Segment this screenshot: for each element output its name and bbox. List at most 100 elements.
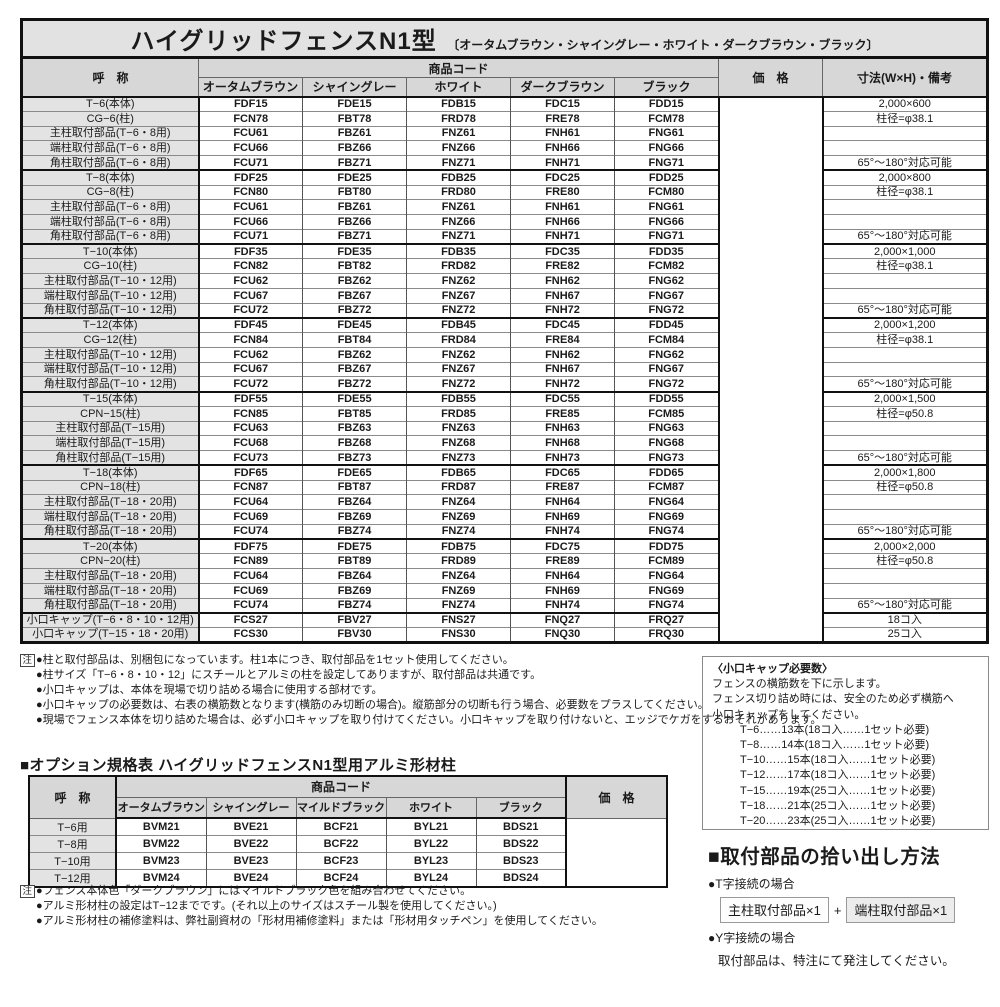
product-code-cell: FNZ72 (406, 376, 511, 392)
product-row: 主柱取付部品(T−6・8用) FCU61 FBZ61 FNZ61 FNH61 FNG61 (21, 125, 988, 141)
option-col-header-name: 呼 称 (28, 775, 117, 819)
product-code-cell: FDF15 (198, 95, 303, 112)
option-product-code-cell: BVM21 (116, 817, 207, 835)
product-code-cell: FRD84 (406, 332, 511, 348)
dimension-cell (822, 494, 988, 510)
product-row: 角柱取付部品(T−18・20用) FCU74 FBZ74 FNZ74 FNH74 FNG7… (21, 597, 988, 613)
option-product-code-cell: BVE24 (206, 868, 297, 887)
product-code-cell: FNZ74 (406, 597, 511, 613)
product-row: 端柱取付部品(T−18・20用) FCU69 FBZ69 FNZ69 FNH69 FNG6… (21, 582, 988, 598)
product-code-cell: FNG64 (614, 568, 720, 584)
option-product-code-cell: BYL21 (386, 817, 477, 835)
option-product-code-cell: BVM24 (116, 868, 207, 887)
dimension-cell: 柱径=φ50.8 (822, 405, 988, 421)
dimension-cell: 2,000×2,000 (822, 538, 988, 554)
product-code-cell: FNH61 (510, 199, 615, 215)
product-code-cell: FNH72 (510, 376, 615, 392)
product-code-cell: FNZ71 (406, 155, 511, 171)
product-code-cell: FBT85 (302, 405, 407, 421)
option-product-name-cell: T−8用 (29, 834, 117, 852)
product-code-cell: FDF45 (198, 316, 303, 333)
product-code-cell: FNH72 (510, 302, 615, 318)
note-mark: 注 (20, 654, 35, 667)
option-product-row: T−8用 BVM22 BVE22 BCF22 BYL22 BDS22 (29, 834, 667, 852)
product-code-cell: FCU74 (198, 523, 303, 539)
product-row: 主柱取付部品(T−18・20用) FCU64 FBZ64 FNZ64 FNH64 FNG6… (21, 494, 988, 510)
product-code-cell: FCU66 (198, 214, 303, 230)
product-code-cell: FNG67 (614, 287, 720, 303)
end-post-part-box: 端柱取付部品×1 (846, 897, 956, 923)
product-code-cell: FCU61 (198, 125, 303, 141)
product-code-cell: FCN80 (198, 184, 303, 200)
option-product-code-cell: BVE21 (206, 817, 297, 835)
product-code-cell: FCU67 (198, 361, 303, 377)
product-code-cell: FDD15 (614, 95, 720, 112)
product-row: 端柱取付部品(T−6・8用) FCU66 FBZ66 FNZ66 FNH66 FNG66 (21, 140, 988, 156)
product-row: 主柱取付部品(T−18・20用) FCU64 FBZ64 FNZ64 FNH64 FNG6… (21, 568, 988, 584)
product-code-cell: FNH64 (510, 494, 615, 510)
product-code-cell: FBZ64 (302, 494, 407, 510)
product-code-cell: FBZ62 (302, 273, 407, 289)
product-code-cell: FDD75 (614, 538, 720, 554)
product-code-cell: FBT82 (302, 258, 407, 274)
dimension-cell (822, 287, 988, 303)
option-color-column-header: シャイングレー (205, 796, 297, 819)
product-row: 角柱取付部品(T−10・12用) FCU72 FBZ72 FNZ72 FNH72 FNG7… (21, 376, 988, 392)
product-code-cell: FRD89 (406, 553, 511, 569)
product-name-cell: CG−10(柱) (21, 258, 200, 274)
option-product-code-cell: BVE23 (206, 851, 297, 869)
product-code-cell: FDF65 (198, 464, 303, 480)
product-name-cell: 角柱取付部品(T−6・8用) (21, 155, 200, 171)
product-code-cell: FRD82 (406, 258, 511, 274)
dimension-cell (822, 509, 988, 525)
product-code-cell: FNZ72 (406, 302, 511, 318)
product-code-cell: FBZ67 (302, 287, 407, 303)
product-code-cell: FBZ67 (302, 361, 407, 377)
option-product-code-cell: BDS24 (476, 868, 568, 887)
product-code-cell: FNH69 (510, 509, 615, 525)
product-code-cell: FNG69 (614, 509, 720, 525)
product-code-cell: FBZ62 (302, 346, 407, 362)
product-name-cell: T−18(本体) (21, 464, 200, 480)
dimension-cell (822, 568, 988, 584)
col-header-product-code: 商品コード (198, 57, 719, 78)
product-code-cell: FDF55 (198, 390, 303, 407)
product-code-cell: FNH69 (510, 582, 615, 598)
color-column-header: ブラック (614, 77, 719, 98)
product-code-cell: FBT84 (302, 332, 407, 348)
t-connection-formula: 主柱取付部品×1 + 端柱取付部品×1 (720, 897, 996, 923)
product-code-cell: FNG62 (614, 273, 720, 289)
product-code-cell: FNG67 (614, 361, 720, 377)
product-row: 小口キャップ(T−15・18・20用) FCS30 FBV30 FNS30 FNQ30 F… (21, 627, 988, 643)
option-col-header-product-code: 商品コード (115, 775, 567, 798)
product-code-cell: FDE75 (302, 538, 407, 554)
note-item: ●小口キャップは、本体を現場で切り詰める場合に使用する部材です。 (36, 684, 383, 696)
dimension-cell: 65°〜180°対応可能 (822, 376, 988, 392)
product-name-cell: 角柱取付部品(T−10・12用) (21, 302, 200, 318)
product-code-cell: FBV27 (302, 611, 407, 628)
cap-box-items: T−6……13本(18コ入……1セット必要) T−8……14本(18コ入……1セッ… (712, 723, 981, 829)
col-header-price: 価 格 (718, 57, 823, 97)
option-product-code-cell: BDS22 (476, 834, 568, 852)
col-header-dimensions: 寸法(W×H)・備考 (822, 57, 988, 97)
product-code-cell: FBZ61 (302, 125, 407, 141)
option-table: 呼 称 商品コード 価 格 オータムブラウン シャイングレー マイルドブラック ホワイ… (28, 775, 669, 888)
product-code-cell: FCN78 (198, 110, 303, 126)
product-code-cell: FRE84 (510, 332, 615, 348)
product-row: 端柱取付部品(T−10・12用) FCU67 FBZ67 FNZ67 FNH67 FNG6… (21, 287, 988, 303)
product-code-cell: FBZ71 (302, 228, 407, 244)
product-code-cell: FNZ69 (406, 582, 511, 598)
product-code-cell: FDB15 (406, 95, 511, 112)
product-code-cell: FBZ72 (302, 302, 407, 318)
dimension-cell: 65°〜180°対応可能 (822, 597, 988, 613)
product-code-cell: FBZ69 (302, 509, 407, 525)
dimension-cell: 2,000×1,200 (822, 316, 988, 333)
cap-box-intro-line: フェンス切り詰め時には、安全のため必ず横筋へ (712, 693, 954, 706)
product-row: T−6(本体) FDF15 FDE15 FDB15 FDC15 FDD15 2,000×60… (21, 95, 988, 643)
product-code-cell: FDC65 (510, 464, 615, 480)
product-code-cell: FBV30 (302, 627, 407, 643)
product-row: T−8(本体) FDF25 FDE25 FDB25 FDC25 FDD25 2,000×80… (21, 169, 988, 185)
product-name-cell: 主柱取付部品(T−10・12用) (21, 273, 200, 289)
cap-box-intro-line: 小口キャップをしてください。 (712, 708, 866, 721)
product-code-cell: FCS27 (198, 611, 303, 628)
